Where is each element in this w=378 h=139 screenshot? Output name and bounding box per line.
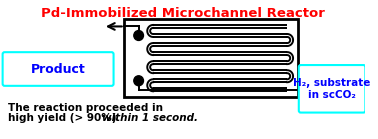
Text: high yield (> 90%): high yield (> 90%) (8, 113, 117, 123)
FancyBboxPatch shape (299, 65, 366, 113)
Text: within 1 second.: within 1 second. (102, 113, 198, 123)
Text: Pd-Immobilized Microchannel Reactor: Pd-Immobilized Microchannel Reactor (41, 7, 325, 20)
FancyBboxPatch shape (3, 52, 113, 86)
Circle shape (134, 76, 144, 86)
Text: H₂, substrate
in scCO₂: H₂, substrate in scCO₂ (293, 78, 371, 100)
Text: Product: Product (31, 63, 85, 75)
Text: The reaction proceeded in: The reaction proceeded in (8, 103, 163, 113)
Circle shape (134, 31, 144, 40)
Bar (124, 18, 298, 97)
